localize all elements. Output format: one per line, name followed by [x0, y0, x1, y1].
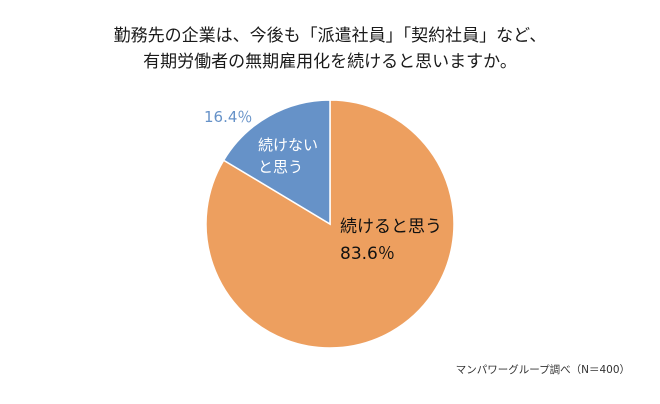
- source-note: マンパワーグループ調べ（N＝400）: [455, 364, 630, 376]
- pie-slice-2: [222, 99, 331, 226]
- slice-2-label-line-1: 続けない: [258, 136, 318, 154]
- slice-1-value-label: 83.6％: [340, 244, 395, 264]
- slice-1-label-line-1: 続けると思う: [340, 217, 442, 237]
- chart-title-line-1: 勤務先の企業は、今後も「派遣社員」「契約社員」など、: [113, 26, 547, 46]
- chart-title-line-2: 有期労働者の無期雇用化を続けると思いますか。: [143, 52, 517, 72]
- slice-2-label-line-2: と思う: [258, 158, 303, 176]
- slice-2-value-label: 16.4％: [204, 108, 252, 126]
